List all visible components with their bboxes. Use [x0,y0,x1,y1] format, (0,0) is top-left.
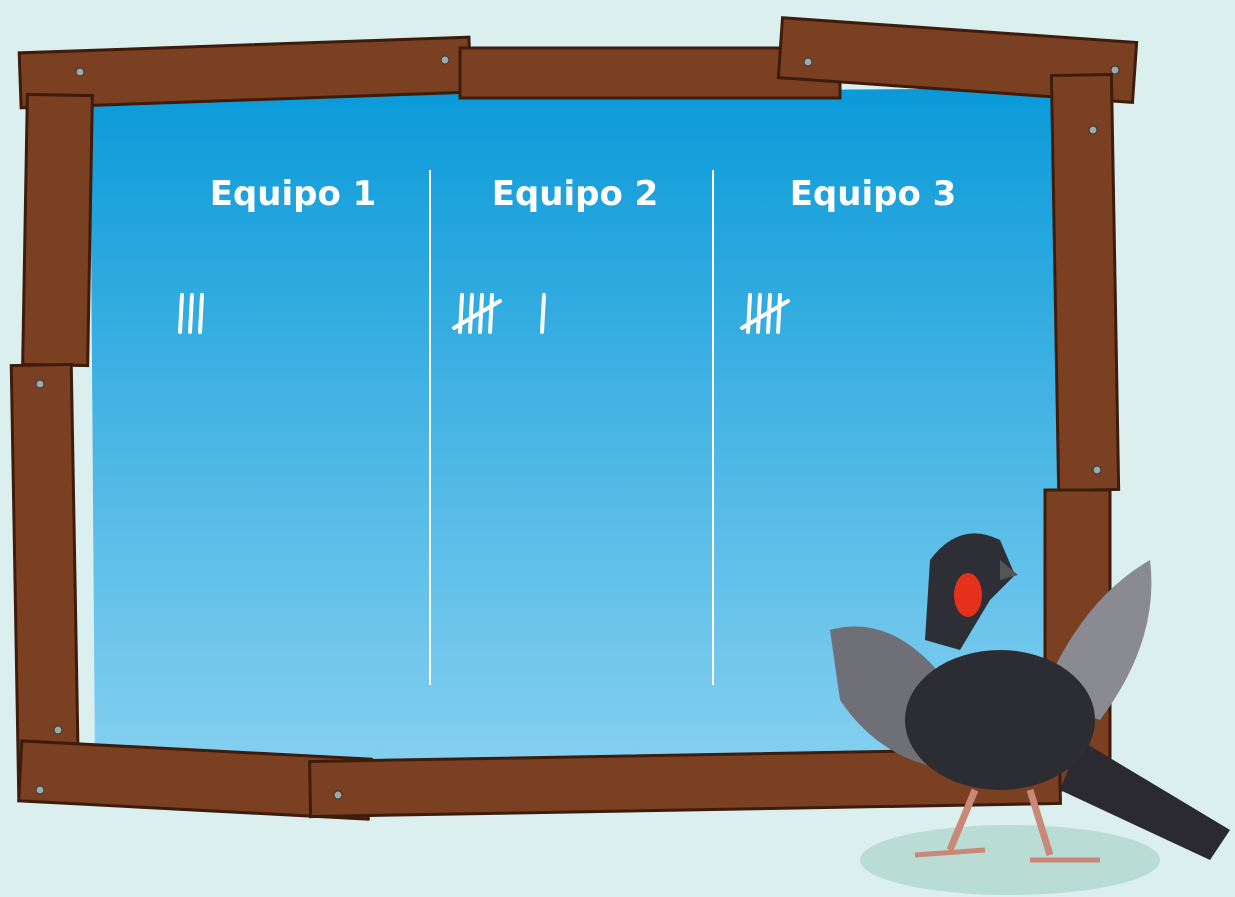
tally-mark [756,293,762,334]
tally-mark [178,293,184,334]
column-header: Equipo 3 [790,174,957,214]
bird [830,533,1230,895]
tally-mark [468,293,474,334]
tally-strike [740,299,790,330]
tally-mark [188,293,194,334]
board [90,88,1062,770]
column-header: Equipo 1 [210,174,377,214]
tally-mark [540,293,546,334]
tally-table: Equipo 1 Equipo 2 Equipo 3 [178,174,957,334]
tally-strike [452,299,502,330]
tally-mark [198,293,204,334]
tally-mark [776,293,782,334]
tally-mark [488,293,494,334]
column-header: Equipo 2 [492,174,659,214]
